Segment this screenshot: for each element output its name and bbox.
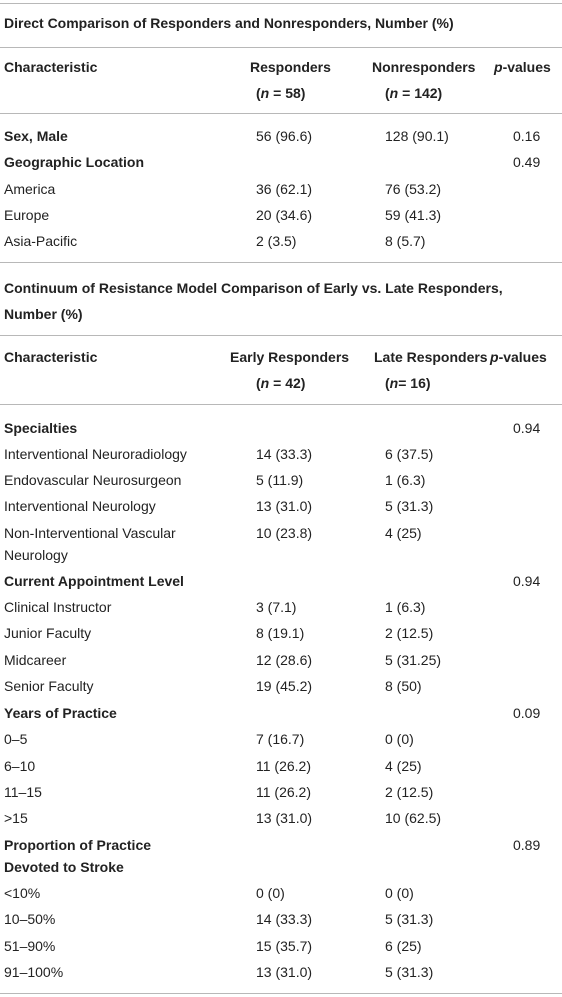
rule-s2-header bbox=[0, 404, 562, 405]
row-c1: 0 (0) bbox=[256, 885, 285, 901]
row-label: Specialties bbox=[4, 420, 78, 436]
row-c1: 2 (3.5) bbox=[256, 233, 297, 249]
header-nonresponders-n: (n = 142) bbox=[385, 85, 443, 101]
row-label: Interventional Neuroradiology bbox=[4, 446, 187, 462]
row-c1: 5 (11.9) bbox=[256, 472, 304, 488]
row-c1: 20 (34.6) bbox=[256, 207, 313, 223]
row-c2: 1 (6.3) bbox=[385, 472, 426, 488]
row-label: Proportion of Practice bbox=[4, 837, 152, 853]
row-c2: 59 (41.3) bbox=[385, 207, 442, 223]
row-label: 0–5 bbox=[4, 731, 28, 747]
header-characteristic: Characteristic bbox=[4, 349, 98, 365]
row-c1: 15 (35.7) bbox=[256, 938, 313, 954]
row-label: Interventional Neurology bbox=[4, 498, 156, 514]
row-c1: 14 (33.3) bbox=[256, 911, 313, 927]
row-c1: 14 (33.3) bbox=[256, 446, 313, 462]
row-p: 0.94 bbox=[513, 420, 541, 436]
row-c1: 3 (7.1) bbox=[256, 599, 297, 615]
row-c1: 13 (31.0) bbox=[256, 498, 313, 514]
row-label: Years of Practice bbox=[4, 705, 117, 721]
row-c1: 12 (28.6) bbox=[256, 652, 313, 668]
row-c1: 7 (16.7) bbox=[256, 731, 305, 747]
row-label: Non-Interventional Vascular bbox=[4, 525, 176, 541]
header-characteristic: Characteristic bbox=[4, 59, 98, 75]
row-c2: 0 (0) bbox=[385, 731, 414, 747]
row-c2: 4 (25) bbox=[385, 525, 422, 541]
row-label: Senior Faculty bbox=[4, 678, 94, 694]
row-label: >15 bbox=[4, 810, 28, 826]
row-label-line2: Neurology bbox=[4, 547, 68, 563]
rule-s1-title bbox=[0, 47, 562, 48]
header-early-responders: Early Responders bbox=[230, 349, 350, 365]
row-c1: 36 (62.1) bbox=[256, 181, 313, 197]
row-c2: 10 (62.5) bbox=[385, 810, 442, 826]
header-pvalues: p-values bbox=[490, 349, 547, 365]
header-late-responders: Late Responders bbox=[374, 349, 488, 365]
row-label: 51–90% bbox=[4, 938, 56, 954]
row-p: 0.49 bbox=[513, 154, 541, 170]
row-label: America bbox=[4, 181, 56, 197]
row-label: Europe bbox=[4, 207, 50, 223]
row-c2: 5 (31.3) bbox=[385, 498, 434, 514]
row-p: 0.94 bbox=[513, 573, 541, 589]
row-c2: 5 (31.3) bbox=[385, 911, 434, 927]
row-label: <10% bbox=[4, 885, 41, 901]
row-label: Endovascular Neurosurgeon bbox=[4, 472, 182, 488]
row-c2: 4 (25) bbox=[385, 758, 422, 774]
header-pvalues: p-values bbox=[494, 59, 551, 75]
header-nonresponders: Nonresponders bbox=[372, 59, 476, 75]
rule-s1-header bbox=[0, 113, 562, 114]
row-label: Clinical Instructor bbox=[4, 599, 112, 615]
header-late-n: (n= 16) bbox=[385, 375, 431, 391]
row-label: Asia-Pacific bbox=[4, 233, 78, 249]
section2-title-line1: Continuum of Resistance Model Comparison… bbox=[4, 280, 503, 296]
row-label: 91–100% bbox=[4, 964, 64, 980]
row-c2: 2 (12.5) bbox=[385, 784, 434, 800]
row-c2: 1 (6.3) bbox=[385, 599, 426, 615]
row-label: 10–50% bbox=[4, 911, 56, 927]
row-c1: 8 (19.1) bbox=[256, 625, 305, 641]
row-c1: 19 (45.2) bbox=[256, 678, 313, 694]
row-p: 0.89 bbox=[513, 837, 541, 853]
row-c2: 128 (90.1) bbox=[385, 128, 449, 144]
header-responders-n: (n = 58) bbox=[256, 85, 306, 101]
section1-title: Direct Comparison of Responders and Nonr… bbox=[4, 15, 454, 31]
row-c2: 0 (0) bbox=[385, 885, 414, 901]
row-c1: 13 (31.0) bbox=[256, 810, 313, 826]
row-c1: 13 (31.0) bbox=[256, 964, 313, 980]
row-c2: 2 (12.5) bbox=[385, 625, 434, 641]
row-c2: 8 (50) bbox=[385, 678, 422, 694]
row-c1: 11 (26.2) bbox=[256, 758, 311, 774]
row-label: 11–15 bbox=[4, 784, 42, 800]
rule-s2-title bbox=[0, 335, 562, 336]
row-label: Geographic Location bbox=[4, 154, 145, 170]
row-p: 0.16 bbox=[513, 128, 541, 144]
row-p: 0.09 bbox=[513, 705, 541, 721]
row-c2: 6 (37.5) bbox=[385, 446, 434, 462]
row-c2: 76 (53.2) bbox=[385, 181, 442, 197]
row-c2: 6 (25) bbox=[385, 938, 422, 954]
row-label: Current Appointment Level bbox=[4, 573, 184, 589]
section2-title-line2: Number (%) bbox=[4, 306, 83, 322]
row-c2: 5 (31.25) bbox=[385, 652, 442, 668]
row-c2: 5 (31.3) bbox=[385, 964, 434, 980]
row-c1: 56 (96.6) bbox=[256, 128, 313, 144]
header-responders: Responders bbox=[250, 59, 331, 75]
row-c1: 11 (26.2) bbox=[256, 784, 311, 800]
row-c2: 8 (5.7) bbox=[385, 233, 426, 249]
row-label: 6–10 bbox=[4, 758, 36, 774]
rule-top bbox=[0, 3, 562, 4]
row-label: Sex, Male bbox=[4, 128, 68, 144]
rule-s2-top bbox=[0, 262, 562, 263]
row-label: Junior Faculty bbox=[4, 625, 92, 641]
row-c1: 10 (23.8) bbox=[256, 525, 313, 541]
row-label: Midcareer bbox=[4, 652, 67, 668]
header-early-n: (n = 42) bbox=[256, 375, 306, 391]
row-label-line2: Devoted to Stroke bbox=[4, 859, 124, 875]
rule-bottom bbox=[0, 993, 562, 994]
